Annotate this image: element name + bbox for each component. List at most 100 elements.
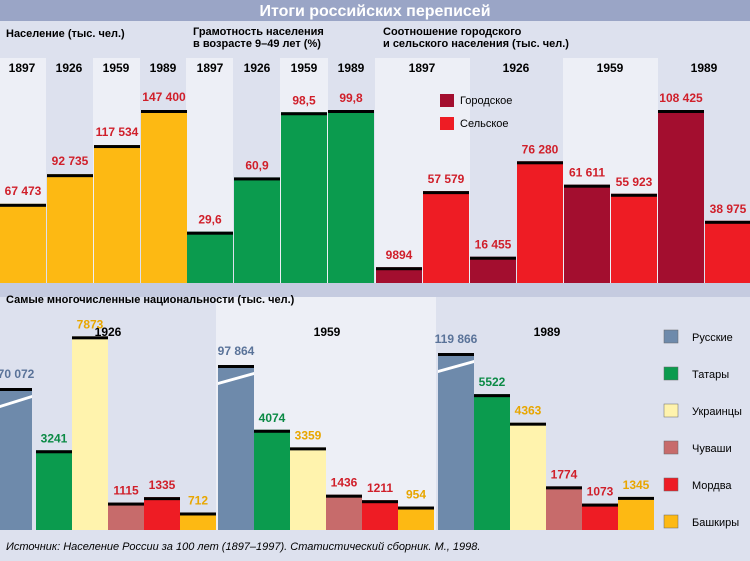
nat-1989-label-1: 5522 — [479, 375, 506, 389]
population-year-1926: 1926 — [56, 61, 83, 75]
literacy-bar-1989 — [328, 110, 374, 283]
title-bar — [0, 0, 750, 21]
nat-1959-bar-1-cap — [254, 429, 290, 433]
literacy-title-line2: в возрасте 9–49 лет (%) — [193, 38, 321, 50]
rural-label-1989: 38 975 — [710, 202, 747, 216]
nat-1926-label-3: 1115 — [113, 484, 139, 498]
literacy-year-1897: 1897 — [197, 61, 224, 75]
source-note: Источник: Население России за 100 лет (1… — [6, 541, 480, 553]
urban-rural-year-1989: 1989 — [691, 61, 718, 75]
literacy-label-1989: 99,8 — [339, 91, 363, 105]
nat-1959-label-3: 1436 — [331, 476, 358, 490]
population-bar-1926 — [47, 174, 93, 283]
literacy-label-1897: 29,6 — [198, 213, 222, 227]
literacy-title-line1: Грамотность населения — [193, 26, 324, 38]
nat-1926-bar-4 — [144, 497, 180, 530]
nat-1959-bar-0 — [218, 365, 254, 530]
urban-rural-title-line1: Соотношение городского — [383, 26, 522, 38]
nat-legend-swatch-4 — [663, 477, 679, 492]
nat-1989-bar-0-cap — [438, 353, 474, 356]
literacy-bar-1926-cap — [234, 177, 280, 181]
nat-legend-label-5: Башкиры — [692, 517, 739, 529]
rural-bar-1897-cap — [423, 191, 469, 195]
nat-1959-bar-3 — [326, 494, 362, 530]
nat-1959-label-1: 4074 — [259, 411, 286, 425]
nat-legend-label-4: Мордва — [692, 480, 732, 492]
nat-1959-bar-1 — [254, 429, 290, 530]
nat-1926-bar-5-cap — [180, 512, 216, 516]
population-label-1926: 92 735 — [52, 154, 89, 168]
rural-bar-1926-cap — [517, 161, 563, 165]
nat-1989-label-0: 119 866 — [435, 332, 478, 346]
nat-1989-bar-3 — [546, 486, 582, 530]
nat-1926-axis-break — [0, 395, 32, 408]
literacy-bar-1959-cap — [281, 112, 327, 116]
nat-legend-label-3: Чуваши — [692, 443, 732, 455]
nat-1926-label-4: 1335 — [149, 478, 176, 492]
nat-1959-bar-5-cap — [398, 506, 434, 510]
literacy-year-1926: 1926 — [244, 61, 271, 75]
nat-1926-bar-0 — [0, 388, 32, 530]
rural-bar-1959-cap — [611, 193, 657, 197]
nat-1959-bar-3-cap — [326, 494, 362, 498]
nationalities-year-1989: 1989 — [534, 325, 561, 339]
nationalities-title: Самые многочисленные национальности (тыс… — [6, 294, 295, 306]
nationalities-year-1926: 1926 — [95, 325, 122, 339]
nat-legend-swatch-5 — [663, 514, 679, 529]
urban-bar-1989 — [658, 110, 704, 283]
nat-legend-label-2: Украинцы — [692, 406, 742, 418]
nat-1989-label-5: 1345 — [623, 478, 650, 492]
population-year-1989: 1989 — [150, 61, 177, 75]
nat-1926-bar-4-cap — [144, 497, 180, 501]
urban-bar-1897 — [376, 267, 422, 283]
population-label-1897: 67 473 — [5, 184, 42, 198]
nat-1926-bar-3-cap — [108, 502, 144, 506]
literacy-year-1959: 1959 — [291, 61, 318, 75]
urban-bar-1959-cap — [564, 184, 610, 188]
rural-bar-1926 — [517, 161, 563, 283]
nat-1989-bar-4-cap — [582, 503, 618, 507]
population-bar-1926-cap — [47, 174, 93, 178]
nat-1926-label-1: 3241 — [41, 431, 68, 445]
literacy-bar-1897-cap — [187, 231, 233, 235]
nat-1959-axis-break — [218, 372, 254, 385]
urban-rural-year-1897: 1897 — [409, 61, 436, 75]
urban-bar-1959 — [564, 184, 610, 283]
literacy-label-1959: 98,5 — [292, 93, 316, 107]
nat-1959-label-0: 97 864 — [218, 344, 255, 358]
rural-bar-1989 — [705, 220, 750, 283]
urban-rural-year-1926: 1926 — [503, 61, 530, 75]
urban-bar-1926 — [470, 256, 516, 283]
nat-1926-bar-5 — [180, 512, 216, 530]
population-year-1897: 1897 — [9, 61, 36, 75]
nat-1989-bar-5 — [618, 496, 654, 530]
nat-1959-label-2: 3359 — [295, 428, 322, 442]
literacy-label-1926: 60,9 — [245, 158, 269, 172]
nat-1989-bar-2-cap — [510, 422, 546, 426]
nat-1989-bar-2 — [510, 422, 546, 530]
rural-label-1959: 55 923 — [616, 175, 653, 189]
nationalities-year-1959: 1959 — [314, 325, 341, 339]
nat-1926-bar-1 — [36, 450, 72, 530]
nat-1989-bar-5-cap — [618, 496, 654, 500]
nat-legend-label-0: Русские — [692, 332, 733, 344]
legend-label-urban: Городское — [460, 95, 512, 107]
population-label-1959: 117 534 — [96, 125, 139, 139]
rural-bar-1897 — [423, 191, 469, 283]
nat-1926-label-2: 7873 — [77, 317, 104, 331]
nat-1989-bar-1 — [474, 394, 510, 530]
nat-1959-bar-2 — [290, 447, 326, 530]
nat-legend-swatch-3 — [663, 440, 679, 455]
urban-bar-1897-cap — [376, 267, 422, 271]
nat-1926-label-0: 70 072 — [0, 367, 35, 381]
nat-1989-label-2: 4363 — [515, 404, 542, 418]
population-bar-1959 — [94, 145, 140, 283]
nat-legend-label-1: Татары — [692, 369, 729, 381]
nat-1926-bar-3 — [108, 502, 144, 530]
urban-label-1926: 16 455 — [475, 238, 512, 252]
legend-label-rural: Сельское — [460, 118, 509, 130]
literacy-bar-1989-cap — [328, 110, 374, 113]
rural-label-1926: 76 280 — [522, 142, 559, 156]
